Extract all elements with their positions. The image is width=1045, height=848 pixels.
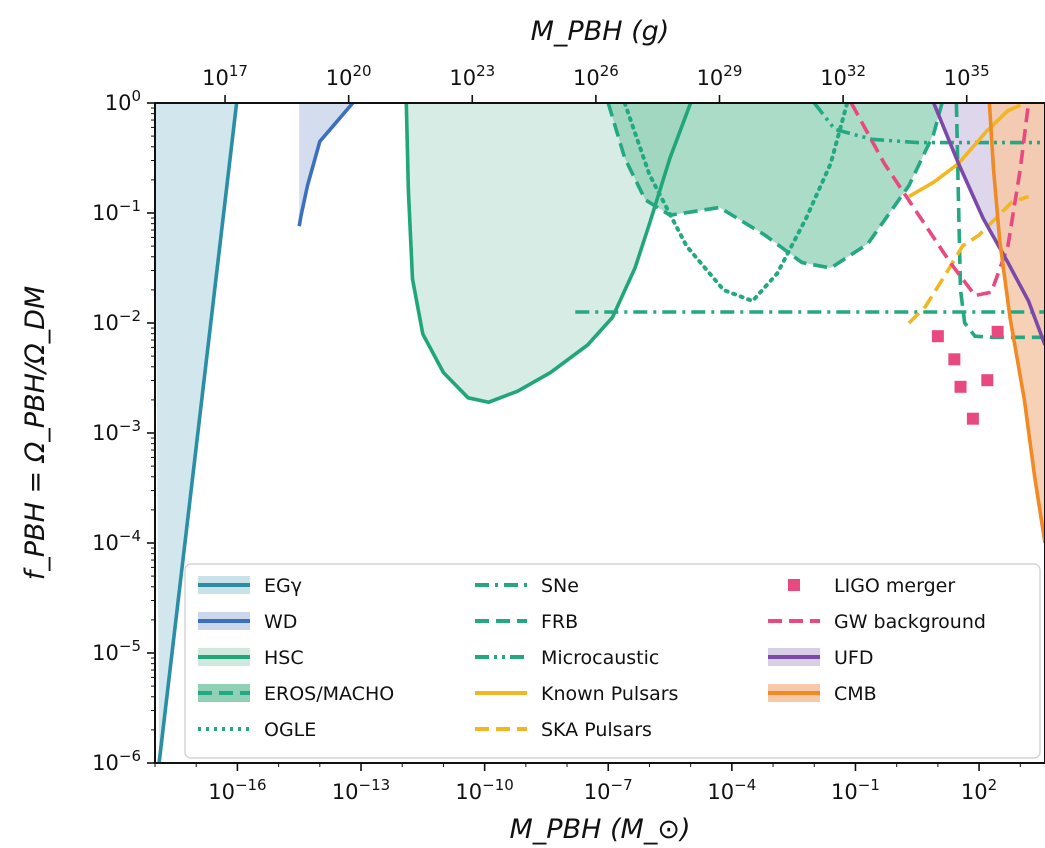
legend-entry-ligo-merger: LIGO merger bbox=[788, 575, 955, 597]
legend-swatch bbox=[788, 579, 800, 591]
legend-label: SNe bbox=[541, 575, 579, 597]
x-tick-label-top: 1026 bbox=[573, 62, 619, 90]
y-tick-label: 10−5 bbox=[92, 637, 141, 665]
x-tick-label-top: 1029 bbox=[697, 62, 743, 90]
x-tick-label-top: 1023 bbox=[449, 62, 495, 90]
wd-region bbox=[299, 103, 353, 227]
legend-entry-ska-pulsars: SKA Pulsars bbox=[475, 719, 652, 741]
legend-entry-gw-background: GW background bbox=[768, 611, 986, 633]
legend-box bbox=[184, 563, 1041, 759]
legend-label: UFD bbox=[834, 647, 873, 669]
x-tick-label-top: 1017 bbox=[202, 62, 248, 90]
eros-macho-line bbox=[606, 103, 944, 270]
legend-label: Known Pulsars bbox=[541, 683, 678, 705]
legend-entry-sne: SNe bbox=[475, 575, 579, 597]
legend-label: EGγ bbox=[264, 575, 302, 597]
x-tick-label-bottom: 10−13 bbox=[332, 776, 390, 804]
legend-label: Microcaustic bbox=[541, 647, 659, 669]
x-axis-title-bottom: M_PBH (M_⊙) bbox=[510, 814, 691, 845]
hsc-line bbox=[404, 103, 693, 405]
hsc-region bbox=[406, 103, 691, 403]
ska-pulsars-line bbox=[907, 194, 1030, 325]
ogle-line bbox=[622, 103, 850, 304]
cmb-region bbox=[989, 103, 1045, 543]
eg-line bbox=[157, 103, 239, 763]
ligo-merger-marker-2 bbox=[954, 380, 967, 393]
x-tick-label-bottom: 10−1 bbox=[831, 776, 880, 804]
x-tick-label-bottom: 10−4 bbox=[707, 776, 756, 804]
axes: 100 10−1 10−2 10−3 10−4 10−5 10−6 10−16 10−13 10−… bbox=[92, 62, 1045, 804]
legend-entry-microcaustic: Microcaustic bbox=[475, 647, 659, 669]
legend-label: CMB bbox=[834, 683, 877, 705]
legend: EGγ WD HSC EROS/MACHO OGLE SNe FRB Microcaustic… bbox=[184, 563, 1041, 759]
ufd-line bbox=[932, 103, 1045, 346]
x-tick-label-bottom: 10−7 bbox=[584, 776, 633, 804]
legend-entry-eros-macho: EROS/MACHO bbox=[198, 683, 394, 705]
wd-line bbox=[297, 103, 355, 227]
y-tick-label: 100 bbox=[105, 87, 141, 115]
ligo-merger-marker-5 bbox=[991, 325, 1004, 338]
eros-macho-region bbox=[608, 103, 942, 268]
legend-label: HSC bbox=[264, 647, 304, 669]
x-tick-label-top: 1020 bbox=[326, 62, 372, 90]
x-tick-label-bottom: 10−16 bbox=[208, 776, 266, 804]
x-tick-label-bottom: 102 bbox=[961, 776, 997, 804]
legend-label: GW background bbox=[834, 611, 986, 633]
legend-entry-frb: FRB bbox=[475, 611, 578, 633]
legend-entry-cmb: CMB bbox=[768, 683, 877, 705]
legend-label: SKA Pulsars bbox=[541, 719, 652, 741]
constraint-lines bbox=[157, 103, 1045, 763]
legend-entry-hsc: HSC bbox=[198, 647, 304, 669]
legend-label: OGLE bbox=[264, 719, 316, 741]
known-pulsars-line bbox=[908, 103, 1022, 199]
y-tick-label: 10−6 bbox=[92, 747, 141, 775]
ligo-merger-marker-0 bbox=[931, 330, 944, 343]
gw-background-line bbox=[849, 103, 1031, 298]
legend-label: EROS/MACHO bbox=[264, 683, 394, 705]
x-tick-label-top: 1035 bbox=[944, 62, 990, 90]
legend-label: FRB bbox=[541, 611, 578, 633]
legend-entry-ufd: UFD bbox=[768, 647, 873, 669]
ligo-merger-marker-3 bbox=[966, 412, 979, 425]
legend-entry-ogle: OGLE bbox=[198, 719, 316, 741]
legend-label: LIGO merger bbox=[834, 575, 955, 597]
y-tick-label: 10−2 bbox=[92, 307, 141, 335]
ligo-merger-marker-4 bbox=[981, 374, 994, 387]
x-tick-label-top: 1032 bbox=[820, 62, 866, 90]
frb-line bbox=[954, 103, 1045, 340]
x-axis-title-top: M_PBH (g) bbox=[531, 16, 670, 47]
y-tick-label: 10−3 bbox=[92, 417, 141, 445]
ligo-merger-marker-1 bbox=[948, 353, 961, 366]
x-tick-label-bottom: 10−10 bbox=[455, 776, 513, 804]
y-axis-title: f_PBH = Ω_PBH/Ω_DM bbox=[20, 286, 51, 580]
cmb-line bbox=[987, 103, 1045, 544]
legend-entry-wd: WD bbox=[198, 611, 297, 633]
legend-entry-known-pulsars: Known Pulsars bbox=[475, 683, 678, 705]
legend-entry-eg: EGγ bbox=[198, 575, 302, 597]
legend-label: WD bbox=[264, 611, 297, 633]
y-tick-label: 10−1 bbox=[92, 197, 141, 225]
y-tick-label: 10−4 bbox=[92, 527, 141, 555]
